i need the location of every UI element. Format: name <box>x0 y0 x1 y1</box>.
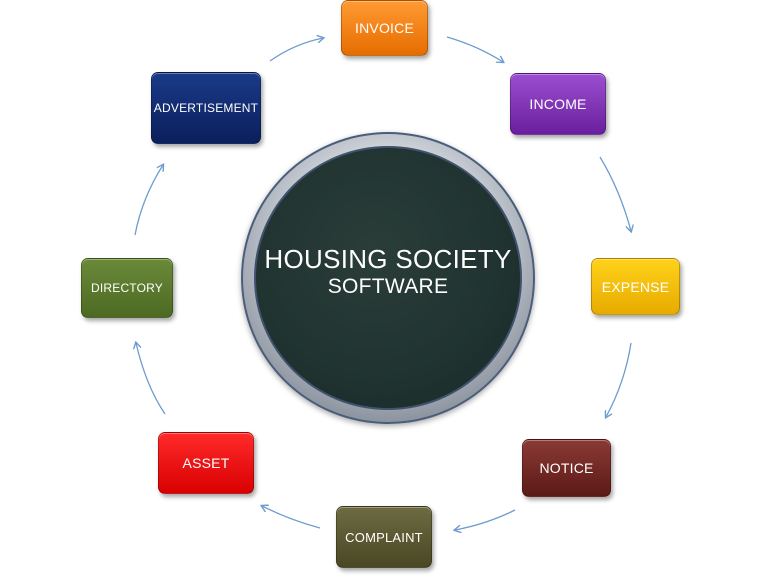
module-directory-label: DIRECTORY <box>90 281 164 295</box>
hub-circle: HOUSING SOCIETY SOFTWARE <box>254 146 522 410</box>
arrow-complaint-to-asset <box>262 506 321 529</box>
arrow-advertisement-to-invoice <box>269 38 323 62</box>
arrow-invoice-to-income <box>446 36 503 62</box>
module-advertisement-label: ADVERTISEMENT <box>153 101 259 115</box>
module-invoice[interactable]: INVOICE <box>341 0 428 56</box>
arrow-directory-to-advertisement <box>134 165 163 236</box>
module-expense[interactable]: EXPENSE <box>591 258 680 315</box>
module-expense-label: EXPENSE <box>601 278 670 295</box>
module-income[interactable]: INCOME <box>510 73 606 135</box>
module-notice[interactable]: NOTICE <box>522 439 611 497</box>
hub-title: HOUSING SOCIETY <box>264 244 512 274</box>
module-asset-label: ASSET <box>182 455 230 471</box>
module-notice-label: NOTICE <box>539 460 594 476</box>
arrow-asset-to-directory <box>136 343 166 415</box>
module-asset[interactable]: ASSET <box>158 432 254 494</box>
arrow-expense-to-notice <box>606 342 632 417</box>
module-complaint-label: COMPLAINT <box>345 529 423 545</box>
module-invoice-label: INVOICE <box>355 20 414 36</box>
arrow-notice-to-complaint <box>455 509 516 530</box>
module-directory[interactable]: DIRECTORY <box>81 258 173 318</box>
arrow-income-to-expense <box>599 156 631 231</box>
module-income-label: INCOME <box>529 96 587 112</box>
module-advertisement[interactable]: ADVERTISEMENT <box>151 72 261 144</box>
hub-subtitle: SOFTWARE <box>327 275 449 298</box>
module-complaint[interactable]: COMPLAINT <box>336 506 432 568</box>
